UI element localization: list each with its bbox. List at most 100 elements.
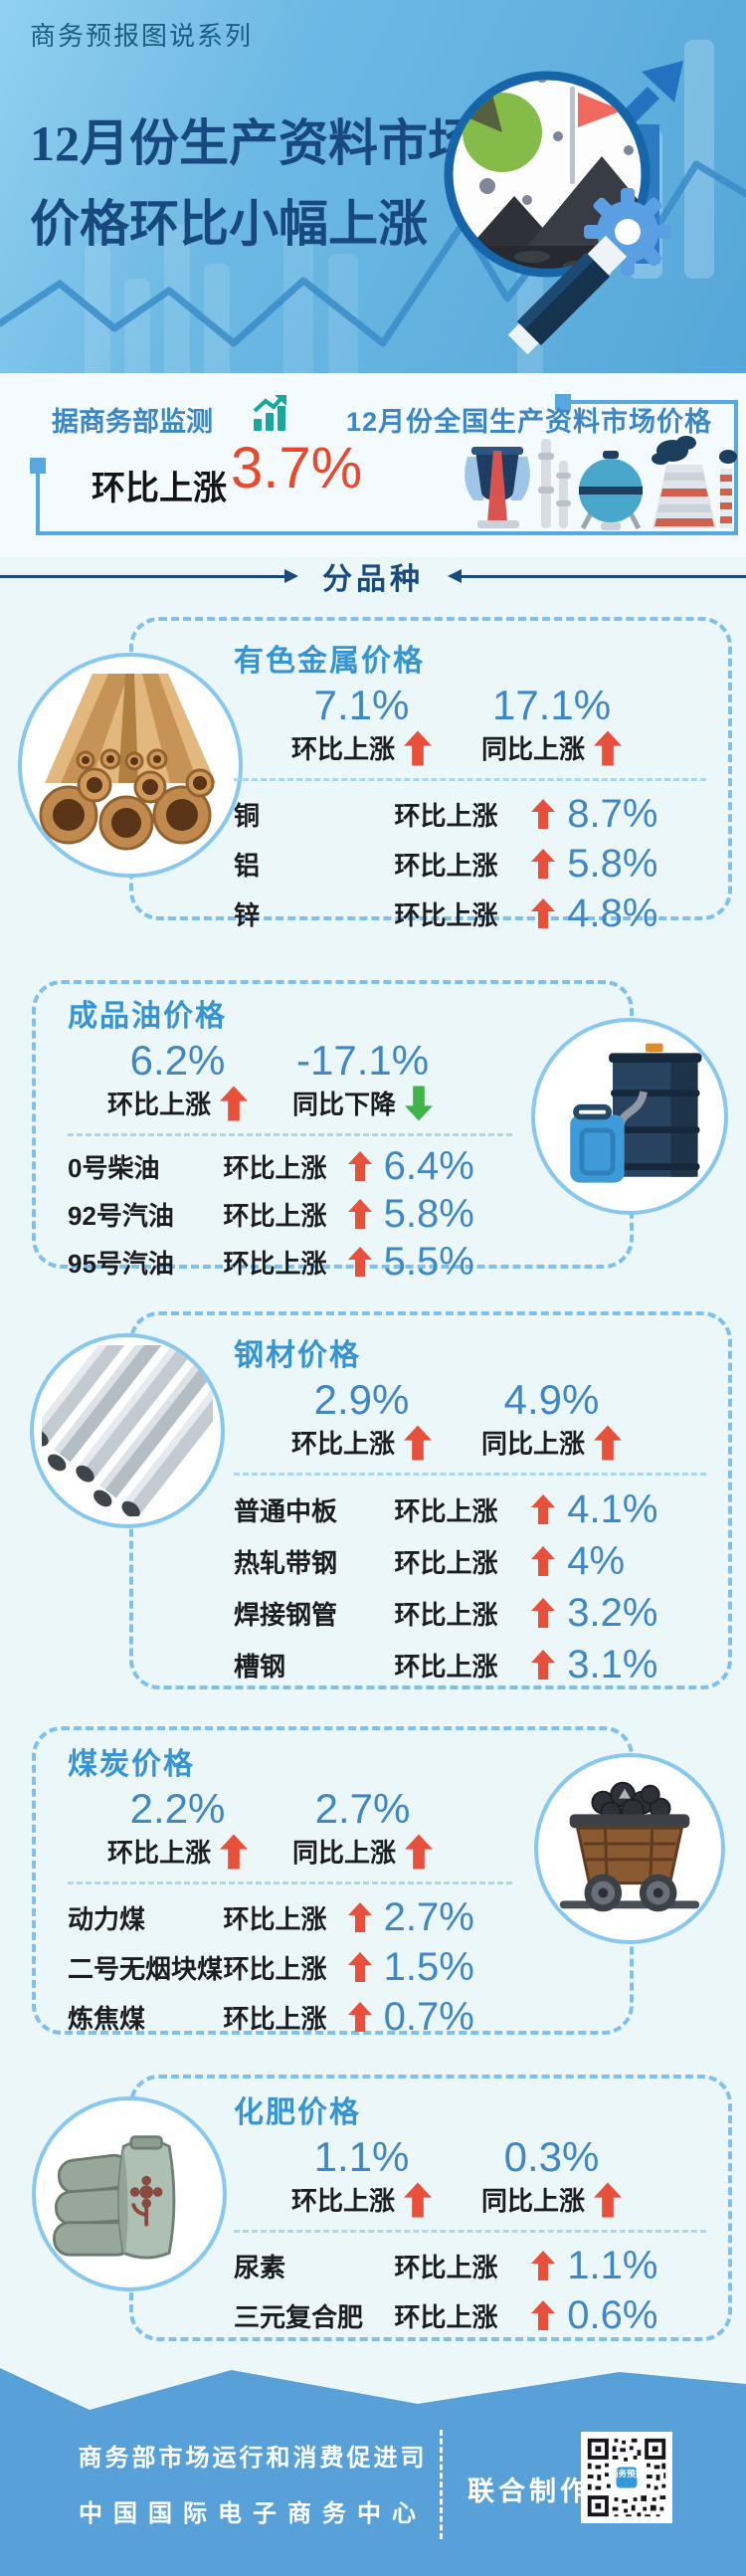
section-refined-oil: 成品油价格 6.2% 环比上涨 -17.1% 同比下降 0号柴油 环比上涨	[0, 980, 746, 1282]
footer-org-line2: 中国国际电子商务中心	[79, 2500, 427, 2527]
header: 商务预报图说系列 12月份生产资料市场 价格环比小幅上涨	[0, 0, 746, 373]
monitor-headline: 12月份全国生产资料市场价格	[346, 407, 713, 437]
item-row: 95号汽油 环比上涨 5.5%	[68, 1240, 474, 1285]
monitor-strip: 据商务部监测 12月份全国生产资料市场价格 环比上涨 3.7%	[0, 373, 746, 557]
up-arrow-icon	[594, 1425, 623, 1461]
up-arrow-icon	[531, 2300, 556, 2331]
item-row: 热轧带钢 环比上涨 4%	[234, 1539, 626, 1584]
section-stats: 2.2% 环比上涨 2.7% 同比上涨	[68, 1786, 512, 1870]
section-title: 化肥价格	[234, 2096, 361, 2129]
item-row: 锌 环比上涨 4.8%	[234, 892, 658, 936]
flower-emblem	[129, 2175, 163, 2227]
frame-line-right	[734, 400, 738, 535]
page-title: 12月份生产资料市场 价格环比小幅上涨	[30, 103, 527, 265]
yoy-stat: 0.3% 同比上涨	[481, 2134, 623, 2218]
smoke-icon	[652, 436, 696, 465]
section-separator	[68, 1882, 512, 1885]
item-row: 二号无烟块煤 环比上涨 1.5%	[68, 1945, 474, 1990]
section-content: 成品油价格 6.2% 环比上涨 -17.1% 同比下降 0号柴油 环比上涨	[68, 1000, 512, 1286]
up-arrow-icon	[531, 1546, 556, 1577]
item-row: 铝 环比上涨 5.8%	[234, 842, 658, 887]
up-arrow-icon	[531, 898, 556, 929]
factory-illustration	[465, 436, 737, 530]
item-row: 焊接钢管 环比上涨 3.2%	[234, 1591, 658, 1636]
section-separator	[234, 1473, 706, 1477]
mom-stat: 2.2% 环比上涨	[107, 1786, 249, 1870]
source-label: 据商务部监测	[52, 407, 213, 437]
section-items: 尿素 环比上涨 1.1% 三元复合肥 环比上涨 0.6%	[234, 2241, 706, 2340]
trend-bars-arrow-icon	[253, 395, 286, 431]
section-coal: 煤炭价格 2.2% 环比上涨 2.7% 同比上涨 动力煤 环比上涨	[0, 1726, 746, 2037]
fertilizer-bags-image	[32, 2096, 227, 2291]
up-arrow-icon	[531, 1650, 556, 1681]
magnifier-illustration	[444, 61, 683, 355]
yoy-stat: 4.9% 同比上涨	[481, 1377, 623, 1461]
section-content: 有色金属价格 7.1% 环比上涨 17.1% 同比上涨 铜 环比上涨	[234, 645, 706, 938]
section-items: 动力煤 环比上涨 2.7% 二号无烟块煤 环比上涨 1.5% 炼焦煤 环比上涨 …	[68, 1892, 512, 2042]
up-arrow-icon	[347, 1902, 372, 1933]
yoy-stat: -17.1% 同比下降	[292, 1038, 434, 1121]
section-nonferrous-metals: 有色金属价格 7.1% 环比上涨 17.1% 同比上涨 铜 环比上涨	[0, 617, 746, 933]
section-title: 成品油价格	[68, 1000, 227, 1033]
up-arrow-icon	[531, 2251, 556, 2281]
section-stats: 2.9% 环比上涨 4.9% 同比上涨	[234, 1377, 706, 1461]
page-title-line1: 12月份生产资料市场	[30, 115, 477, 171]
flag-pole	[570, 87, 575, 184]
up-arrow-icon	[347, 1199, 372, 1230]
page-title-line2: 价格环比小幅上涨	[30, 196, 428, 252]
section-stats: 1.1% 环比上涨 0.3% 同比上涨	[234, 2134, 706, 2218]
frame-line-top	[563, 400, 738, 404]
item-row: 0号柴油 环比上涨 6.4%	[68, 1144, 474, 1189]
magnifier-handle	[507, 235, 628, 355]
up-arrow-icon	[220, 1834, 249, 1870]
section-stats: 7.1% 环比上涨 17.1% 同比上涨	[234, 683, 706, 766]
up-arrow-icon	[404, 730, 433, 766]
footer-org-line1: 商务部市场运行和消费促进司	[78, 2445, 428, 2472]
footer: 商务部市场运行和消费促进司 中国国际电子商务中心 联合制作	[0, 2368, 746, 2576]
mom-stat: 7.1% 环比上涨	[291, 683, 433, 766]
series-label: 商务预报图说系列	[30, 21, 254, 51]
section-content: 煤炭价格 2.2% 环比上涨 2.7% 同比上涨 动力煤 环比上涨	[68, 1748, 512, 2042]
bar-deco	[684, 40, 714, 279]
qr-code: 商务预报	[581, 2432, 672, 2523]
frame-line-bottom	[36, 531, 738, 535]
up-arrow-icon	[405, 1834, 434, 1870]
up-arrow-icon	[531, 799, 556, 830]
qr-logo-text: 商务预报	[610, 2469, 644, 2478]
divider-line	[462, 574, 746, 578]
up-arrow-icon	[531, 1598, 556, 1629]
section-items: 铜 环比上涨 8.7% 铝 环比上涨 5.8% 锌 环比上涨 4.8%	[234, 789, 706, 938]
yoy-stat: 17.1% 同比上涨	[481, 683, 623, 766]
bar-deco	[124, 279, 150, 373]
category-divider: 分品种	[0, 553, 746, 599]
up-arrow-icon	[220, 1086, 249, 1121]
up-arrow-icon	[347, 2002, 372, 2033]
up-arrow-icon	[347, 1952, 372, 1983]
item-row: 铜 环比上涨 8.7%	[234, 792, 658, 837]
item-row: 槽钢 环比上涨 3.1%	[234, 1643, 658, 1687]
up-arrow-icon	[347, 1151, 372, 1182]
mom-stat: 1.1% 环比上涨	[291, 2134, 433, 2218]
divider-line	[0, 574, 284, 578]
item-row: 尿素 环比上涨 1.1%	[234, 2244, 658, 2288]
section-title: 煤炭价格	[68, 1748, 195, 1781]
item-row: 92号汽油 环比上涨 5.8%	[68, 1192, 474, 1237]
section-steel: 钢材价格 2.9% 环比上涨 4.9% 同比上涨 普通中板 环比上涨	[0, 1311, 746, 1689]
frame-line-left	[36, 466, 40, 535]
section-separator	[234, 778, 706, 782]
mom-stat: 6.2% 环比上涨	[107, 1038, 249, 1121]
up-arrow-icon	[594, 730, 623, 766]
arrow-left-icon	[448, 569, 462, 583]
up-arrow-icon	[531, 1494, 556, 1525]
item-row: 炼焦煤 环比上涨 0.7%	[68, 1995, 474, 2040]
section-separator	[234, 2230, 706, 2234]
up-arrow-icon	[404, 1425, 433, 1461]
footer-divider	[440, 2430, 443, 2539]
oil-drum-image	[531, 1018, 728, 1215]
mom-label: 环比上涨	[92, 470, 227, 507]
section-separator	[68, 1133, 512, 1137]
mom-stat: 2.9% 环比上涨	[291, 1377, 433, 1461]
mom-value: 3.7%	[231, 436, 363, 500]
steel-pipes-image	[30, 1333, 225, 1528]
